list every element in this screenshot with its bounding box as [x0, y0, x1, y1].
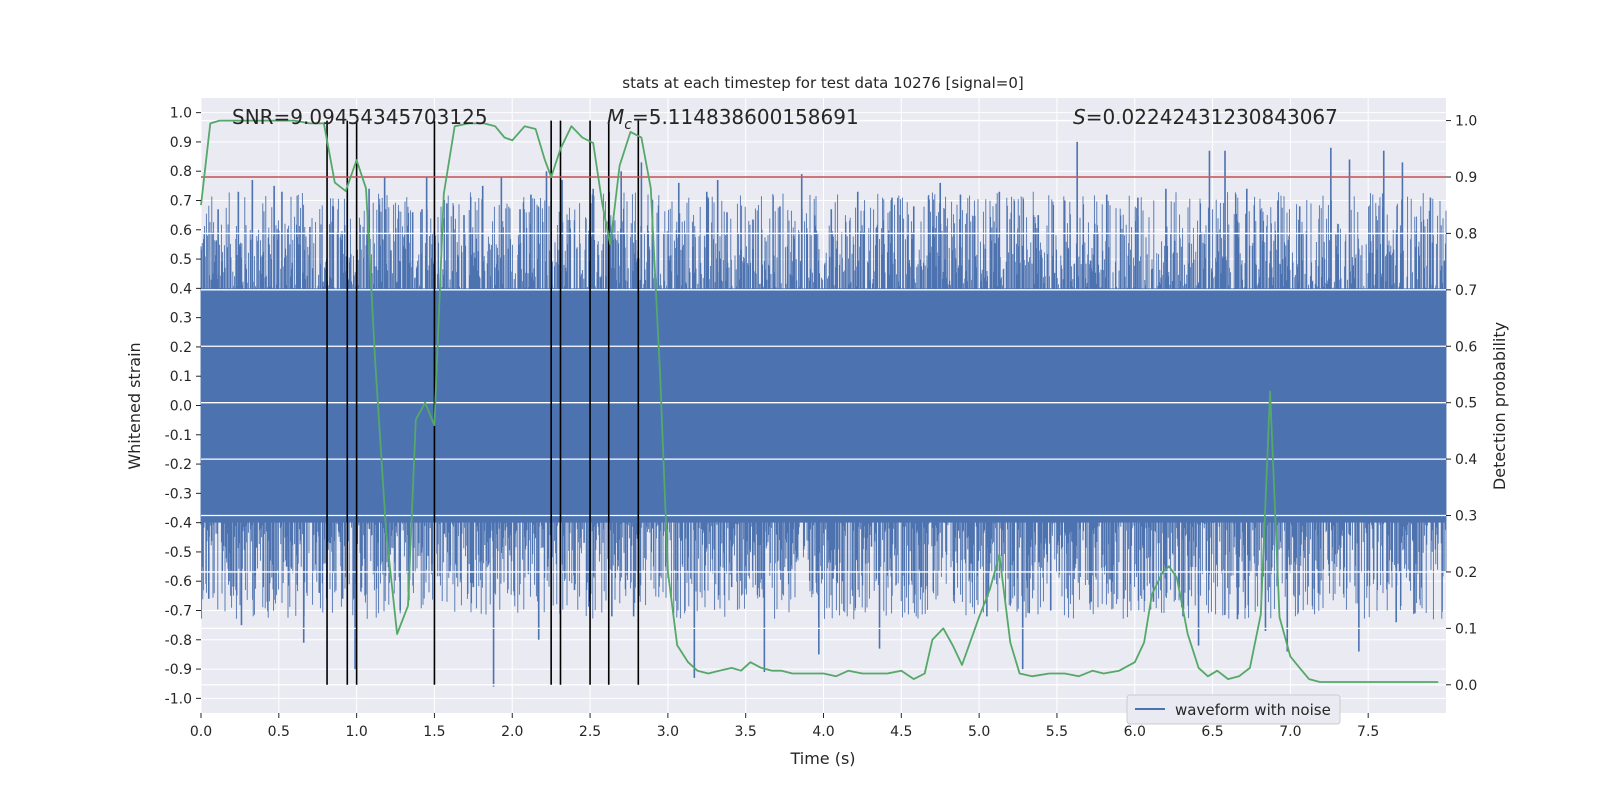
x-tick-label: 0.0 — [190, 724, 212, 740]
chirp-mass-value: =5.114838600158691 — [632, 105, 859, 129]
left-y-tick-label: 0.1 — [170, 369, 192, 385]
waveform-noise-trace — [200, 191, 1447, 620]
s-symbol: S — [1073, 105, 1086, 129]
chirp-mass-subscript: c — [624, 117, 632, 133]
snr-annotation: SNR=9.09454345703125 — [232, 105, 488, 129]
legend-box — [1126, 694, 1341, 725]
legend: waveform with noise — [1126, 694, 1341, 725]
left-y-tick-label: 0.9 — [170, 135, 192, 151]
right-y-tick-label: 0.0 — [1455, 678, 1477, 694]
right-y-tick-label: 0.6 — [1455, 339, 1477, 355]
chirp-mass-symbol: M — [607, 105, 624, 129]
left-y-tick-label: -0.1 — [165, 428, 192, 444]
chirp-mass-annotation: Mc=5.114838600158691 — [607, 105, 859, 133]
left-y-tick-label: -0.7 — [165, 604, 192, 620]
left-y-tick-label: 0.0 — [170, 399, 192, 415]
detection-probability-line — [200, 119, 1439, 683]
x-tick-label: 7.0 — [1279, 724, 1301, 740]
x-tick-label: 1.5 — [423, 724, 445, 740]
x-tick-label: 1.0 — [345, 724, 367, 740]
right-y-tick-label: 0.5 — [1455, 396, 1477, 412]
right-y-tick-label: 0.7 — [1455, 283, 1477, 299]
right-y-tick-label: 0.4 — [1455, 452, 1477, 468]
x-tick-label: 6.0 — [1124, 724, 1146, 740]
x-tick-label: 4.5 — [890, 724, 912, 740]
right-y-tick-label: 0.2 — [1455, 565, 1477, 581]
left-y-tick-label: 0.2 — [170, 340, 192, 356]
left-y-tick-label: 1.0 — [170, 106, 192, 122]
y-axis-left-label: Whitened strain — [125, 342, 144, 469]
right-y-axis-ticks: 1.0 0.9 0.8 0.7 0.6 0.5 0.4 0.3 0.2 0.1 0.0 — [1446, 114, 1477, 694]
right-y-tick-label: 0.9 — [1455, 170, 1477, 186]
left-y-axis-ticks: 1.0 0.9 0.8 0.7 0.6 0.5 0.4 0.3 0.2 0.1 0.0 -0.1 -0.… — [165, 106, 201, 707]
detection-probability-series — [200, 119, 1439, 683]
left-y-tick-label: -0.9 — [165, 662, 192, 678]
waveform-with-noise-series — [200, 141, 1447, 687]
left-y-tick-label: 0.7 — [170, 194, 192, 210]
x-axis-label: Time (s) — [789, 749, 855, 768]
left-y-tick-label: -0.3 — [165, 486, 192, 502]
x-tick-label: 2.5 — [579, 724, 601, 740]
right-y-tick-label: 0.8 — [1455, 226, 1477, 242]
left-y-tick-label: -0.8 — [165, 633, 192, 649]
left-y-tick-label: 0.8 — [170, 164, 192, 180]
x-tick-label: 2.0 — [501, 724, 523, 740]
left-y-tick-label: -0.5 — [165, 545, 192, 561]
x-axis-ticks: 0.0 0.5 1.0 1.5 2.0 2.5 3.0 3.5 4.0 4.5 5.0 5.5 6.0 6… — [190, 713, 1379, 740]
chart-title: stats at each timestep for test data 102… — [622, 74, 1023, 92]
right-y-tick-label: 0.1 — [1455, 621, 1477, 637]
left-y-tick-label: 0.6 — [170, 223, 192, 239]
x-tick-label: 3.5 — [735, 724, 757, 740]
x-tick-label: 3.0 — [657, 724, 679, 740]
legend-label: waveform with noise — [1175, 701, 1331, 719]
left-y-tick-label: -0.2 — [165, 457, 192, 473]
left-y-tick-label: 0.5 — [170, 252, 192, 268]
left-y-tick-label: -0.4 — [165, 516, 192, 532]
detection-markers — [326, 120, 640, 685]
x-tick-label: 5.0 — [968, 724, 990, 740]
left-y-tick-label: -0.6 — [165, 574, 192, 590]
right-y-tick-label: 1.0 — [1455, 114, 1477, 130]
y-axis-right-label: Detection probability — [1490, 322, 1509, 490]
x-tick-label: 5.5 — [1046, 724, 1068, 740]
x-tick-label: 7.5 — [1357, 724, 1379, 740]
left-y-tick-label: -1.0 — [165, 691, 192, 707]
s-annotation: S=0.022424312308430​67 — [1073, 105, 1338, 129]
x-tick-label: 4.0 — [812, 724, 834, 740]
x-tick-label: 0.5 — [268, 724, 290, 740]
s-value: =0.022424312308430​67 — [1086, 105, 1338, 129]
left-y-tick-label: 0.4 — [170, 281, 192, 297]
right-y-tick-label: 0.3 — [1455, 509, 1477, 525]
left-y-tick-label: 0.3 — [170, 311, 192, 327]
x-tick-label: 6.5 — [1201, 724, 1223, 740]
